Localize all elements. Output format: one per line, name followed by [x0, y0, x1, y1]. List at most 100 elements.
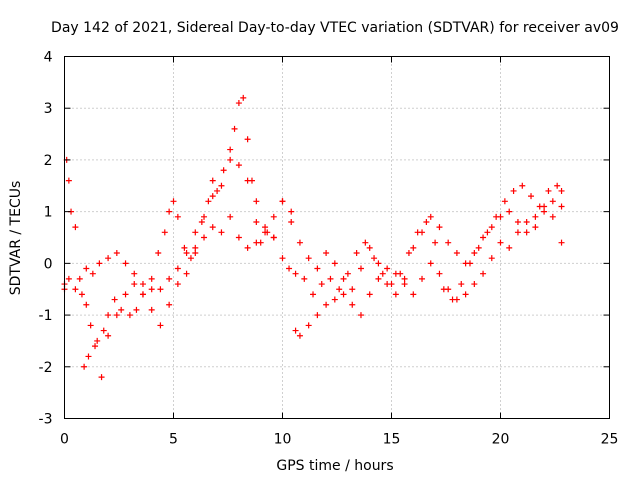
data-point [105, 332, 112, 339]
axis-ticks [64, 56, 610, 419]
y-tick-label: -1 [39, 308, 53, 324]
data-point [148, 275, 155, 282]
data-point [497, 213, 504, 220]
data-point [501, 198, 508, 205]
data-point [371, 255, 378, 262]
data-point [445, 286, 452, 293]
data-point [436, 270, 443, 277]
y-tick-label: 2 [44, 153, 53, 169]
data-point [366, 291, 373, 298]
grid-lines [64, 56, 610, 419]
data-point [98, 374, 105, 381]
x-tick-label: 0 [60, 432, 69, 448]
data-point [174, 213, 181, 220]
data-point [410, 244, 417, 251]
data-point [94, 337, 101, 344]
data-point [375, 275, 382, 282]
data-point [244, 136, 251, 143]
data-point [235, 100, 242, 107]
data-point [514, 229, 521, 236]
data-point [227, 156, 234, 163]
data-point [218, 182, 225, 189]
data-point [139, 281, 146, 288]
data-point [201, 234, 208, 241]
chart-title: Day 142 of 2021, Sidereal Day-to-day VTE… [51, 20, 619, 36]
data-point [192, 250, 199, 257]
data-point [183, 270, 190, 277]
data-point [366, 244, 373, 251]
data-point [113, 312, 120, 319]
y-tick-label: 3 [44, 101, 53, 117]
data-point [192, 244, 199, 251]
data-point [89, 270, 96, 277]
data-point [161, 229, 168, 236]
data-point [384, 265, 391, 272]
data-point [220, 167, 227, 174]
series-trace-c [81, 198, 565, 381]
data-point [87, 322, 94, 329]
x-axis-label: GPS time / hours [276, 458, 393, 474]
y-tick-labels: -3 -2 -1 0 1 2 3 4 [39, 50, 53, 428]
data-point [488, 255, 495, 262]
data-point [510, 187, 517, 194]
data-point [323, 250, 330, 257]
data-point [375, 260, 382, 267]
data-point [262, 229, 269, 236]
data-point [183, 250, 190, 257]
data-point [187, 255, 194, 262]
data-point [453, 250, 460, 257]
data-point [122, 260, 129, 267]
data-point [72, 286, 79, 293]
data-point [105, 312, 112, 319]
data-point [235, 162, 242, 169]
data-point [379, 270, 386, 277]
data-point [170, 198, 177, 205]
data-point [139, 291, 146, 298]
data-point [349, 301, 356, 308]
data-point [357, 312, 364, 319]
data-point [205, 198, 212, 205]
data-point [96, 260, 103, 267]
data-point [314, 312, 321, 319]
data-point [279, 255, 286, 262]
data-point [484, 229, 491, 236]
data-point [545, 187, 552, 194]
data-point [214, 187, 221, 194]
data-point [198, 218, 205, 225]
data-point [558, 239, 565, 246]
data-point [532, 224, 539, 231]
data-point [181, 244, 188, 251]
data-point [410, 291, 417, 298]
data-point [445, 239, 452, 246]
data-point [244, 177, 251, 184]
data-point [541, 208, 548, 215]
data-point [292, 327, 299, 334]
data-point [419, 275, 426, 282]
data-point [286, 265, 293, 272]
data-point [362, 239, 369, 246]
data-point [349, 286, 356, 293]
data-point [384, 281, 391, 288]
series-trace-b [61, 156, 565, 298]
data-point [296, 239, 303, 246]
data-point [549, 198, 556, 205]
y-tick-label: 4 [44, 50, 53, 66]
data-point [279, 198, 286, 205]
data-point [296, 332, 303, 339]
series-trace-a [61, 94, 565, 344]
data-point [558, 203, 565, 210]
data-point [155, 250, 162, 257]
y-tick-label: -3 [39, 412, 53, 428]
data-point [340, 275, 347, 282]
data-point [331, 296, 338, 303]
data-point [218, 229, 225, 236]
data-point [514, 218, 521, 225]
data-point [340, 291, 347, 298]
data-point [458, 281, 465, 288]
data-point [209, 224, 216, 231]
data-point [231, 125, 238, 132]
x-tick-label: 25 [601, 432, 619, 448]
data-point [166, 208, 173, 215]
data-point [392, 291, 399, 298]
data-point [270, 234, 277, 241]
